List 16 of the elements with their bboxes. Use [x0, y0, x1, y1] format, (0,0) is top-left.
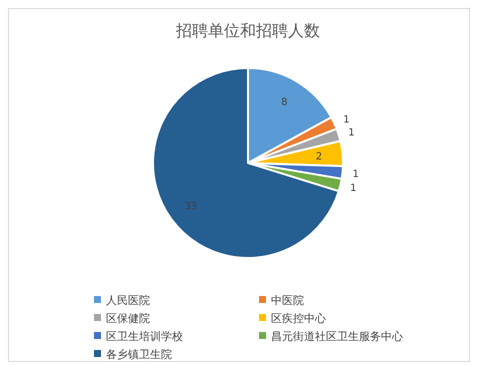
legend-label: 区疾控中心 — [271, 312, 326, 325]
data-label: 8 — [281, 97, 288, 108]
legend-label: 区卫生培训学校 — [106, 330, 183, 343]
data-label: 1 — [352, 169, 359, 180]
legend-label: 各乡镇卫生院 — [106, 348, 172, 361]
pie-slice — [152, 67, 340, 259]
data-label: 2 — [316, 151, 322, 162]
data-label: 1 — [348, 127, 355, 138]
legend-label: 中医院 — [271, 294, 304, 307]
legend-label: 昌元街道社区卫生服务中心 — [271, 330, 403, 343]
legend-label: 人民医院 — [106, 294, 150, 307]
data-label: 1 — [350, 182, 357, 194]
data-label: 33 — [184, 200, 198, 212]
chart-title: 招聘单位和招聘人数 — [175, 21, 320, 40]
legend-label: 区保健院 — [106, 312, 150, 325]
data-label: 1 — [343, 114, 350, 126]
